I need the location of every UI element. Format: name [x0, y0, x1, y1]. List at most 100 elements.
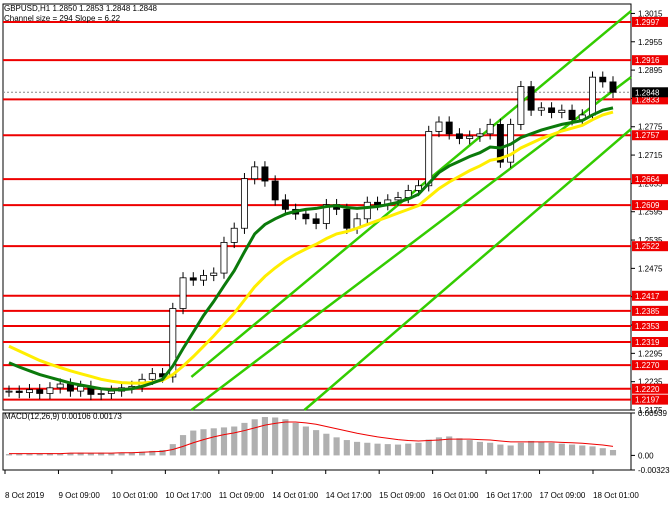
macd-histogram-bar — [568, 444, 576, 456]
macd-histogram-bar — [579, 445, 586, 456]
channel-line-lower — [303, 128, 632, 411]
macd-histogram-bar — [220, 427, 228, 456]
macd-histogram-bar — [384, 444, 391, 456]
candle-body — [200, 275, 207, 281]
macd-histogram-bar — [26, 454, 33, 456]
macd-histogram-bar — [241, 422, 248, 456]
macd-histogram-bar — [210, 428, 217, 456]
level-label: 1.2353 — [635, 322, 660, 331]
level-label-box — [632, 16, 668, 27]
candle-body — [148, 373, 156, 380]
x-tick-label: 9 Oct 09:00 — [58, 491, 100, 500]
macd-histogram-bar — [425, 439, 432, 456]
candle-body — [46, 387, 54, 394]
candle-body — [77, 385, 85, 392]
macd-title: MACD(12,26,9) 0.00106 0.00173 — [4, 412, 122, 421]
level-label-box — [632, 55, 668, 66]
macd-histogram-bar — [16, 453, 23, 456]
y-tick-label: 1.2475 — [638, 264, 663, 273]
level-label: 1.2916 — [635, 56, 660, 65]
macd-histogram-bar — [159, 449, 166, 456]
macd-histogram-bar — [364, 442, 371, 456]
current-price-box — [632, 87, 668, 98]
level-label-box — [632, 200, 668, 211]
macd-signal-line — [9, 421, 614, 455]
candle-body — [240, 178, 248, 229]
candle-body — [302, 213, 310, 220]
macd-histogram-bar — [497, 444, 504, 456]
candle-body — [36, 389, 44, 394]
macd-histogram-bar — [231, 426, 238, 456]
level-label: 1.2197 — [635, 396, 660, 405]
candle-body — [169, 308, 177, 378]
macd-histogram-bar — [36, 453, 43, 456]
y-tick-label: 1.3015 — [638, 9, 663, 18]
macd-histogram-bar — [46, 453, 54, 456]
level-label: 1.2385 — [635, 307, 660, 316]
candle-body — [486, 123, 494, 135]
macd-histogram-bar — [261, 417, 269, 456]
level-label-box — [632, 337, 668, 348]
macd-histogram-bar — [446, 436, 453, 456]
candle-body — [466, 135, 474, 139]
candle-body — [496, 123, 504, 163]
candle-body — [210, 272, 218, 276]
macd-histogram-bar — [548, 442, 555, 456]
macd-histogram-bar — [323, 433, 330, 456]
candle-body — [548, 107, 556, 113]
macd-histogram-bar — [251, 419, 258, 456]
candle-body — [179, 277, 187, 309]
macd-histogram-bar — [98, 452, 105, 456]
channel-note: Channel size = 294 Slope = 6.22 — [4, 14, 121, 23]
macd-histogram-bar — [118, 452, 125, 456]
candle-body — [374, 201, 382, 206]
macd-histogram-bar — [538, 441, 545, 456]
candle-body — [517, 86, 525, 125]
macd-histogram-bar — [374, 443, 381, 456]
ma-green-line — [8, 106, 614, 392]
level-label-box — [632, 290, 668, 301]
x-tick-label: 15 Oct 09:00 — [379, 491, 425, 500]
level-label-box — [632, 383, 668, 394]
level-label-box — [632, 241, 668, 252]
candle-body — [425, 131, 433, 187]
y-tick-label: 1.2715 — [638, 151, 663, 160]
x-tick-label: 11 Oct 09:00 — [219, 491, 265, 500]
macd-histogram-bar — [313, 430, 320, 456]
candle-body — [322, 204, 330, 224]
y-tick-label: 1.2895 — [638, 66, 663, 75]
macd-histogram-bar — [87, 453, 94, 456]
macd-histogram-bar — [353, 441, 361, 456]
macd-histogram-bar — [343, 440, 350, 456]
candle-body — [271, 180, 279, 201]
macd-histogram-bar — [466, 440, 473, 456]
level-label-box — [632, 130, 668, 141]
x-tick-label: 17 Oct 09:00 — [540, 491, 586, 500]
macd-histogram-bar — [333, 437, 340, 456]
level-label: 1.2664 — [635, 175, 660, 184]
candle-body — [599, 76, 607, 83]
candle-body — [56, 383, 64, 389]
x-tick-label: 16 Oct 01:00 — [433, 491, 479, 500]
x-tick-label: 10 Oct 01:00 — [112, 491, 158, 500]
x-tick-label: 14 Oct 17:00 — [326, 491, 372, 500]
candle-body — [97, 393, 105, 395]
candle-body — [568, 109, 576, 121]
macd-histogram-bar — [476, 441, 483, 456]
macd-histogram-bar — [67, 453, 74, 456]
x-tick-label: 8 Oct 2019 — [5, 491, 45, 500]
candle-body — [281, 199, 289, 210]
macd-histogram-bar — [507, 445, 514, 456]
macd-histogram-bar — [487, 442, 494, 456]
candle-body — [609, 81, 617, 93]
price-panel: 1.30151.29551.28951.28351.27751.27151.26… — [2, 3, 668, 500]
y-tick-label: 1.2295 — [638, 349, 663, 358]
level-label: 1.2757 — [635, 131, 660, 140]
candle-body — [230, 227, 238, 243]
candle-body — [312, 218, 320, 224]
macd-histogram-bar — [179, 435, 187, 456]
candle-body — [415, 185, 422, 191]
x-tick-label: 18 Oct 01:00 — [593, 491, 639, 500]
